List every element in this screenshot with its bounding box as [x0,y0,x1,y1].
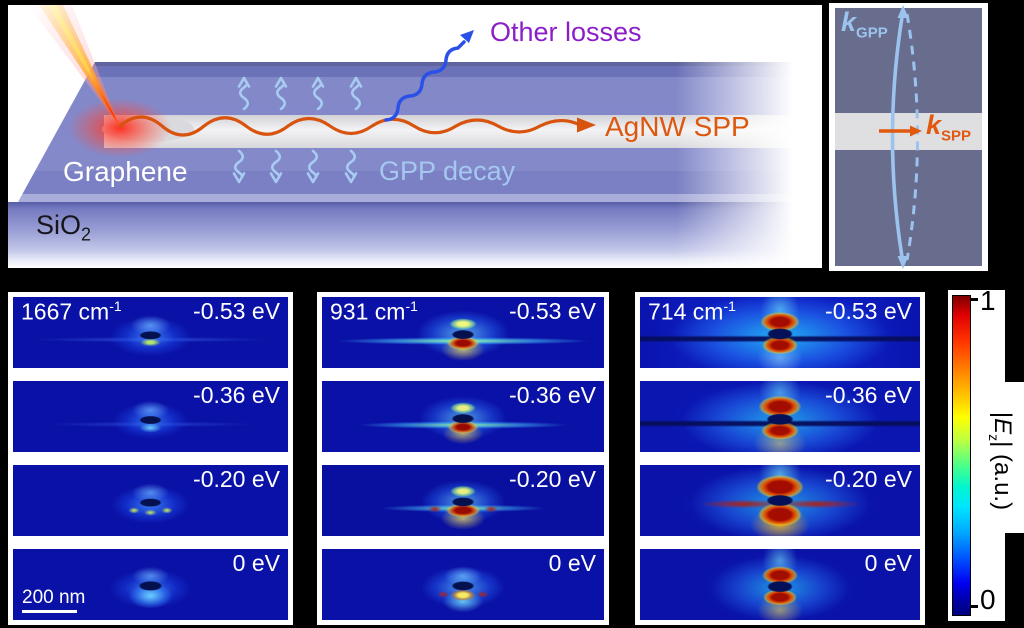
energy-label: 0 eV [232,550,280,576]
field-map-panel: -0.36 eV [13,381,288,452]
energy-label: 0 eV [864,550,912,576]
wavenumber-label: 931 cm-1 [330,298,418,325]
field-map-panel: -0.20 eV [322,465,604,536]
field-map-panel: 0 eV [322,549,604,620]
graphene-label: Graphene [63,156,188,187]
energy-label: -0.53 eV [825,298,912,324]
field-map-column-1667: 1667 cm-1 -0.53 eV -0.36 eV -0.20 eV 0 e… [8,292,293,625]
other-losses-label: Other losses [490,17,642,47]
gpp-decay-arrow-icon [306,149,320,184]
k-gpp-arrow [890,5,919,269]
other-losses-arrow-icon [384,30,474,122]
gpp-decay-arrow-icon [344,149,358,184]
colorbar-label-background [1005,382,1024,533]
scale-bar-label: 200 nm [22,587,86,608]
field-map-panel: 931 cm-1 -0.53 eV [322,297,604,368]
laser-beam-icon [28,5,120,127]
colorbar-axis-label: |Ez| (a.u.) [986,411,1016,511]
colorbar-tick-min [970,605,978,608]
field-map-panel: -0.36 eV [322,381,604,452]
field-map-panel: -0.20 eV [13,465,288,536]
colorbar-gradient [952,295,971,616]
agnw-spp-label: AgNW SPP [605,111,750,142]
k-spp-arrow [879,125,922,137]
gpp-decay-arrows-down [232,149,358,184]
schematic-panel: Other losses AgNW SPP GPP decay Graphene… [8,5,822,268]
field-map-panel: 0 eV [640,549,920,620]
gpp-decay-arrow-icon [274,76,288,111]
field-map-panel: -0.20 eV [640,465,920,536]
gpp-decay-arrow-icon [311,76,325,111]
excitation-glow [68,98,172,158]
spp-wave-arrow [118,115,596,137]
field-map-column-714: 714 cm-1 -0.53 eV -0.36 eV -0.20 eV 0 eV [635,292,925,625]
energy-label: -0.53 eV [509,298,596,324]
gpp-decay-arrow-icon [349,76,363,111]
sio2-label: SiO2 [36,210,92,245]
scale-bar [22,610,77,613]
energy-label: -0.36 eV [193,382,280,408]
energy-label: -0.20 eV [825,466,912,492]
schematic-art [28,5,596,184]
gpp-decay-arrow-icon [237,76,251,111]
colorbar-panel: 1 0 |Ez| (a.u.) [948,285,1016,621]
field-map-panel: 0 eV 200 nm [13,549,288,620]
momentum-arrows [879,5,922,269]
gpp-decay-arrows-up [237,76,363,111]
gpp-decay-label: GPP decay [379,156,516,186]
energy-label: -0.36 eV [509,382,596,408]
field-map-column-931: 931 cm-1 -0.53 eV -0.36 eV -0.20 eV 0 eV [317,292,609,625]
right-fade [676,5,822,268]
gpp-decay-arrow-icon [269,149,283,184]
wavenumber-label: 714 cm-1 [648,298,736,325]
k-gpp-label: kGPP [841,7,888,42]
colorbar-min-label: 0 [980,584,996,615]
field-map-panel: 1667 cm-1 -0.53 eV [13,297,288,368]
gpp-decay-arrow-icon [232,149,246,184]
energy-label: 0 eV [548,550,596,576]
energy-label: -0.20 eV [193,466,280,492]
field-map-panel: 714 cm-1 -0.53 eV [640,297,920,368]
energy-label: -0.53 eV [193,298,280,324]
energy-label: -0.36 eV [825,382,912,408]
energy-label: -0.20 eV [509,466,596,492]
k-spp-label: kSPP [926,110,972,145]
field-map-panel: -0.36 eV [640,381,920,452]
colorbar-max-label: 1 [980,285,996,316]
momentum-panel: kGPP kSPP [829,3,988,271]
colorbar-tick-max [970,298,978,301]
wavenumber-label: 1667 cm-1 [21,298,122,325]
